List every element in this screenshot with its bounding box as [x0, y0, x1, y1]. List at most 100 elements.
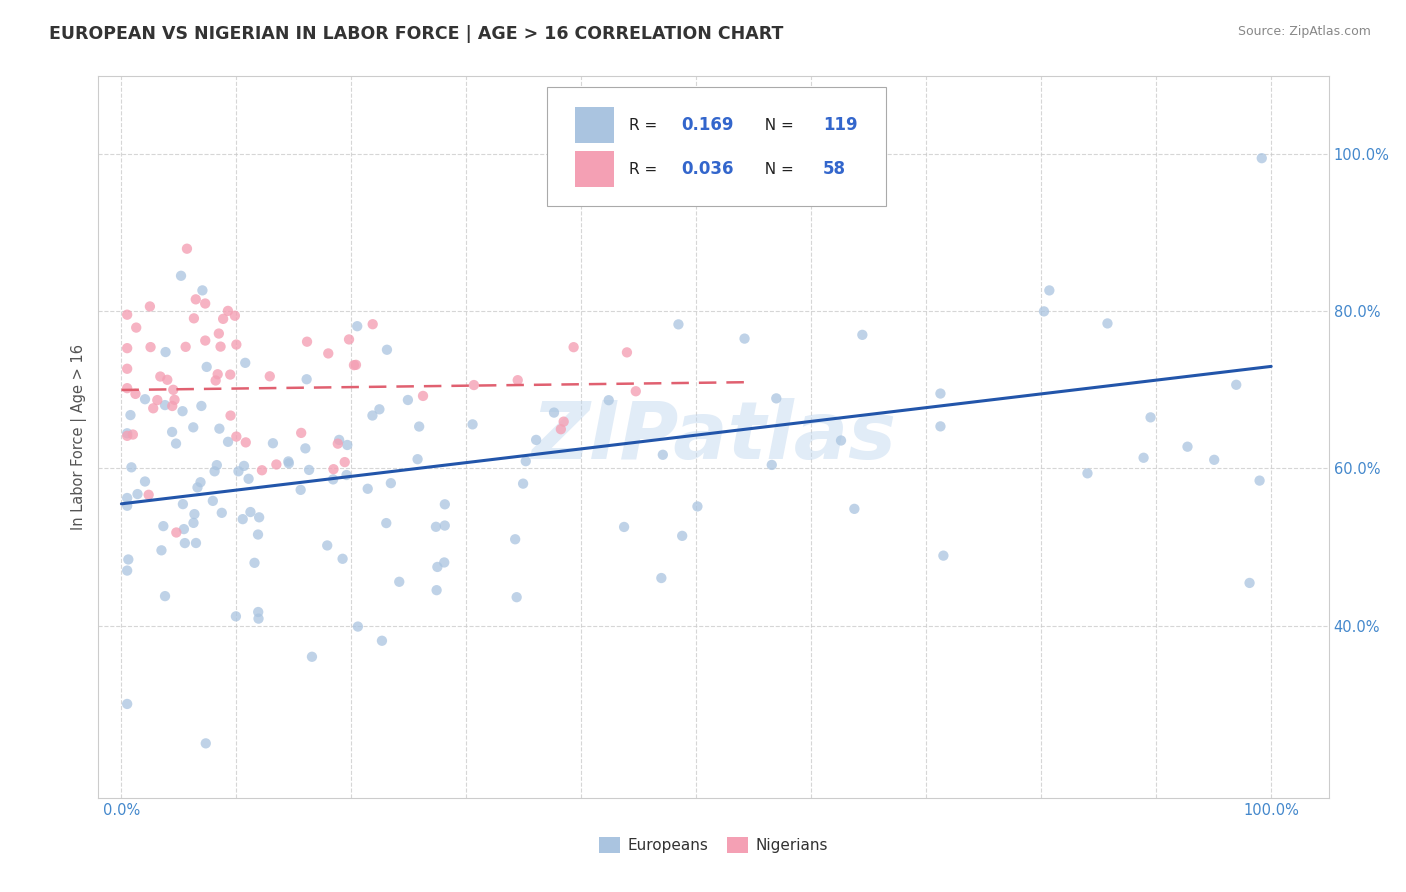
Point [228, 464, 250, 478]
Point [117, 552, 139, 566]
Point [194, 334, 217, 348]
Point [247, 605, 270, 619]
Point [174, 340, 197, 354]
Point [207, 368, 229, 382]
Point [204, 374, 226, 388]
Point [138, 488, 160, 502]
Point [127, 487, 149, 501]
Point [170, 268, 193, 283]
Text: N =: N = [755, 161, 799, 177]
Point [162, 383, 184, 397]
Point [562, 340, 585, 354]
Point [505, 590, 527, 604]
Point [115, 341, 138, 355]
Point [219, 409, 242, 423]
Point [298, 463, 321, 477]
Point [396, 392, 419, 407]
Point [543, 406, 565, 420]
FancyBboxPatch shape [575, 152, 614, 187]
Point [337, 333, 360, 347]
Point [194, 296, 217, 310]
Point [322, 462, 344, 476]
Point [1225, 377, 1247, 392]
Point [553, 415, 575, 429]
Point [183, 311, 205, 326]
Point [932, 549, 955, 563]
Point [191, 284, 214, 298]
Point [1249, 474, 1271, 488]
Point [1097, 317, 1119, 331]
Point [139, 340, 162, 354]
Point [290, 483, 312, 497]
Point [122, 427, 145, 442]
Point [322, 472, 344, 486]
Point [217, 304, 239, 318]
Point [616, 345, 638, 359]
Point [830, 434, 852, 448]
Point [335, 468, 357, 483]
Point [734, 332, 756, 346]
Point [343, 358, 366, 372]
Point [1239, 576, 1261, 591]
Text: EUROPEAN VS NIGERIAN IN LABOR FORCE | AGE > 16 CORRELATION CHART: EUROPEAN VS NIGERIAN IN LABOR FORCE | AG… [49, 25, 783, 43]
Point [844, 501, 866, 516]
Point [598, 393, 620, 408]
Point [194, 736, 217, 750]
Point [333, 455, 356, 469]
Point [357, 482, 380, 496]
FancyBboxPatch shape [547, 87, 886, 206]
Text: 58: 58 [823, 161, 846, 178]
Point [201, 494, 224, 508]
Point [149, 369, 172, 384]
Point [433, 497, 456, 511]
Point [426, 560, 449, 574]
Point [181, 420, 204, 434]
Point [239, 505, 262, 519]
Point [156, 373, 179, 387]
Point [142, 401, 165, 416]
Point [295, 334, 318, 349]
Point [1038, 284, 1060, 298]
Point [205, 458, 228, 472]
Point [115, 308, 138, 322]
Point [406, 452, 429, 467]
Point [184, 293, 207, 307]
Point [115, 491, 138, 505]
Point [461, 417, 484, 432]
Point [115, 381, 138, 395]
Point [375, 343, 398, 357]
Point [613, 520, 636, 534]
Point [173, 536, 195, 550]
Legend: Europeans, Nigerians: Europeans, Nigerians [592, 830, 835, 859]
Point [233, 458, 256, 473]
Point [262, 436, 284, 450]
Point [624, 384, 647, 399]
Point [524, 433, 547, 447]
Point [190, 475, 212, 490]
Point [277, 456, 299, 470]
Point [686, 500, 709, 514]
Point [1033, 304, 1056, 318]
Point [368, 402, 391, 417]
Point [209, 340, 232, 354]
Point [301, 649, 323, 664]
Point [433, 518, 456, 533]
Y-axis label: In Labor Force | Age > 16: In Labor Force | Age > 16 [72, 344, 87, 530]
Text: R =: R = [628, 118, 662, 133]
Point [115, 697, 138, 711]
Point [183, 507, 205, 521]
Point [225, 429, 247, 443]
Point [346, 319, 368, 334]
Point [115, 426, 138, 441]
Point [316, 346, 339, 360]
Point [336, 438, 359, 452]
Point [183, 516, 205, 530]
Point [412, 389, 434, 403]
Point [295, 372, 318, 386]
Point [433, 556, 456, 570]
Point [426, 583, 449, 598]
Point [1132, 450, 1154, 465]
Point [266, 458, 288, 472]
Point [347, 619, 370, 633]
Point [316, 538, 339, 552]
